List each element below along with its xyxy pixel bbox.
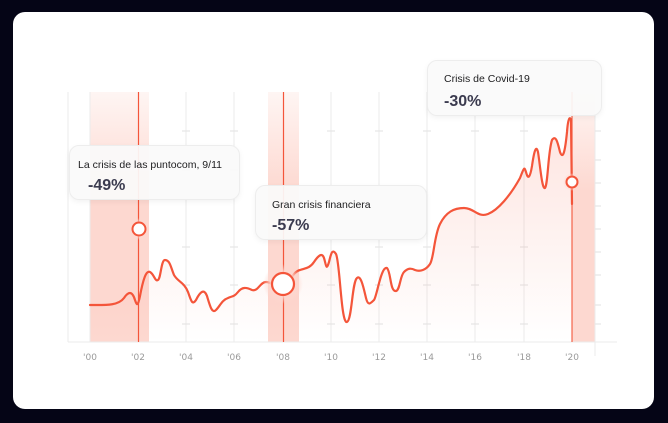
tooltip-label: La crisis de las puntocom, 9/11 [78, 159, 222, 171]
tooltip-label: Crisis de Covid-19 [444, 73, 530, 85]
x-tick-label: '10 [324, 353, 338, 363]
band-covid [572, 92, 595, 342]
area-fill [90, 118, 572, 342]
x-tick-label: '18 [517, 353, 531, 363]
x-tick-label: '14 [420, 353, 434, 363]
x-tick-label: '20 [565, 353, 579, 363]
marker-dotcom [131, 221, 147, 237]
tooltip-value: -57% [272, 217, 310, 234]
marker-financial [270, 271, 296, 297]
x-tick-label: '06 [227, 353, 241, 363]
tooltip-dotcom-crisis: La crisis de las puntocom, 9/11 -49% [69, 145, 240, 200]
chart-card: La crisis de las puntocom, 9/11 -49% Gra… [13, 12, 654, 409]
x-tick-label: '04 [179, 353, 193, 363]
crisis-markers [128, 173, 581, 304]
x-tick-label: '00 [83, 353, 97, 363]
x-tick-label: '12 [372, 353, 386, 363]
x-tick-label: '08 [276, 353, 290, 363]
tooltip-label: Gran crisis financiera [272, 199, 371, 211]
tooltip-covid-crisis: Crisis de Covid-19 -30% [427, 60, 602, 116]
tooltip-financial-crisis: Gran crisis financiera -57% [255, 185, 427, 240]
price-line [88, 117, 574, 324]
x-tick-label: '16 [468, 353, 482, 363]
x-tick-label: '02 [131, 353, 145, 363]
tooltip-value: -30% [444, 93, 482, 110]
marker-covid [565, 175, 579, 189]
tooltip-value: -49% [88, 177, 126, 194]
